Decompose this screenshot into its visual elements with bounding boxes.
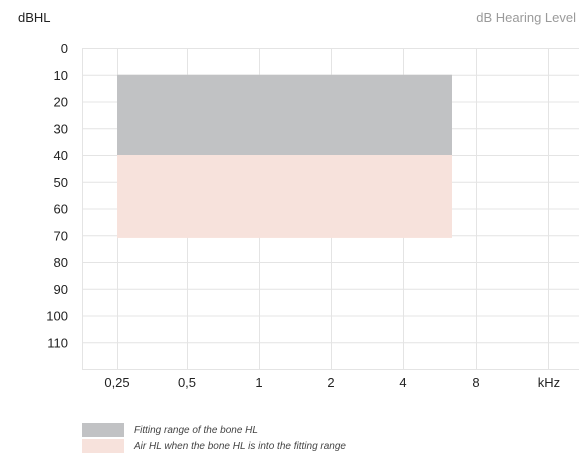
x-tick-label: 4 (399, 375, 406, 390)
y-tick-label: 90 (54, 282, 68, 297)
y-tick-label: 40 (54, 148, 68, 163)
chart-right-title: dB Hearing Level (476, 10, 576, 25)
legend: Fitting range of the bone HL Air HL when… (82, 422, 346, 454)
y-tick-label: 0 (61, 41, 68, 56)
x-tick-label: 0,5 (178, 375, 196, 390)
y-tick-label: 110 (47, 335, 68, 350)
legend-swatch-bone-hl (82, 423, 124, 437)
y-axis-label: dBHL (18, 10, 51, 25)
x-tick-layer: 0,25 0,5 1 2 4 8 (104, 375, 479, 390)
legend-item-air-hl: Air HL when the bone HL is into the fitt… (82, 438, 346, 454)
y-tick-label: 60 (54, 202, 68, 217)
y-tick-label: 100 (46, 309, 68, 324)
y-tick-label: 50 (54, 175, 68, 190)
band-layer (117, 74, 452, 238)
x-tick-label: 1 (255, 375, 262, 390)
y-tick-label: 70 (54, 228, 68, 243)
y-tick-label: 80 (54, 255, 68, 270)
hearing-chart: dBHL dB Hearing Level 0 10 20 30 40 50 60 70 80 9… (18, 10, 579, 390)
legend-swatch-air-hl (82, 439, 124, 453)
legend-label-bone-hl: Fitting range of the bone HL (134, 424, 258, 436)
legend-item-bone-hl: Fitting range of the bone HL (82, 422, 346, 438)
y-tick-label: 10 (54, 68, 68, 83)
y-tick-label: 20 (54, 95, 68, 110)
band-bone-hl-fitting-range (117, 74, 452, 155)
legend-label-air-hl: Air HL when the bone HL is into the fitt… (134, 440, 346, 452)
band-air-hl (117, 155, 452, 238)
x-tick-label: 2 (327, 375, 334, 390)
x-tick-label: 0,25 (104, 375, 129, 390)
x-tick-label: 8 (472, 375, 479, 390)
x-axis-unit-label: kHz (538, 375, 560, 390)
y-tick-layer: 0 10 20 30 40 50 60 70 80 90 100 110 (46, 41, 68, 350)
y-tick-label: 30 (54, 121, 68, 136)
